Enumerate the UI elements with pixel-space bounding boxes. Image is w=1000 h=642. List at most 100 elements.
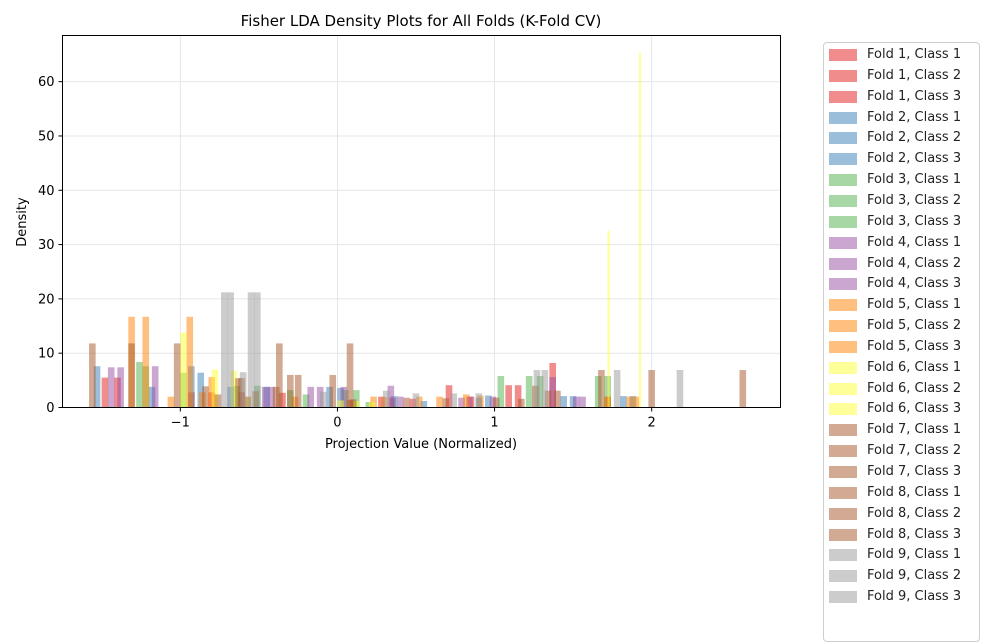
- histogram-bar: [197, 372, 205, 408]
- legend-swatch: [829, 466, 857, 478]
- legend-label: Fold 6, Class 2: [867, 380, 962, 396]
- legend-swatch: [829, 153, 857, 166]
- histogram-bar: [186, 316, 194, 408]
- x-tick-label: 2: [648, 416, 656, 431]
- histogram-bar: [497, 376, 505, 408]
- histogram-bar: [352, 390, 360, 408]
- legend-label: Fold 1, Class 1: [867, 47, 962, 62]
- histogram-bar: [167, 396, 175, 408]
- histogram-bar: [211, 369, 219, 408]
- histogram-bar: [475, 393, 483, 408]
- histogram-bar: [337, 400, 344, 408]
- x-axis: −1 0 1 2: [171, 407, 656, 431]
- histogram-bar: [525, 376, 533, 408]
- legend-label: Fold 4, Class 3: [867, 276, 962, 292]
- histogram-bar: [247, 292, 255, 408]
- histogram-bar: [484, 395, 492, 408]
- histogram-bar: [396, 396, 404, 408]
- legend-swatch: [829, 257, 857, 270]
- histogram-bar: [93, 366, 101, 408]
- legend-item: Fold 6, Class 1: [824, 360, 979, 378]
- legend-swatch: [829, 340, 857, 353]
- legend-label: Fold 2, Class 2: [867, 130, 962, 146]
- legend-swatch: [829, 278, 857, 291]
- legend-label: Fold 6, Class 1: [867, 359, 962, 375]
- grid-lines: [62, 35, 781, 408]
- legend-label: Fold 2, Class 1: [867, 109, 962, 125]
- legend-item: Fold 7, Class 3: [824, 464, 979, 482]
- legend-label: Fold 3, Class 2: [867, 192, 962, 208]
- legend-item: Fold 9, Class 1: [824, 547, 979, 565]
- histogram-bar: [151, 366, 159, 408]
- legend-label: Fold 5, Class 1: [867, 297, 962, 313]
- legend-swatch: [829, 320, 857, 333]
- histogram-bar: [445, 385, 453, 408]
- legend-swatch: [829, 570, 857, 583]
- legend-label: Fold 4, Class 2: [867, 255, 962, 271]
- histogram-bar: [505, 385, 512, 408]
- histogram-bar: [382, 390, 390, 408]
- chart-title: Fisher LDA Density Plots for All Folds (…: [241, 12, 602, 30]
- y-tick-label: 60: [38, 75, 55, 90]
- legend-label: Fold 7, Class 3: [867, 464, 962, 479]
- histogram-bar: [442, 398, 450, 408]
- y-axis: 0 10 20 30 40 50 60: [38, 75, 63, 416]
- histogram-bar: [739, 370, 747, 408]
- legend-item: Fold 8, Class 1: [824, 485, 979, 503]
- histogram-bar: [676, 370, 684, 408]
- legend-item: Fold 2, Class 2: [824, 130, 979, 148]
- y-tick-label: 0: [46, 401, 54, 416]
- histogram-bar: [329, 374, 337, 408]
- legend-label: Fold 8, Class 3: [867, 526, 962, 542]
- histogram-bar: [221, 292, 228, 408]
- legend-item: Fold 8, Class 3: [824, 527, 979, 545]
- legend-item: Fold 1, Class 1: [824, 47, 979, 65]
- histogram-bar: [648, 370, 655, 408]
- legend-swatch: [829, 49, 857, 61]
- legend-swatch: [829, 382, 857, 395]
- legend-item: Fold 3, Class 2: [824, 193, 979, 211]
- legend-item: Fold 4, Class 1: [824, 235, 979, 253]
- histogram-bar: [638, 52, 642, 408]
- y-tick-label: 40: [38, 184, 55, 199]
- legend-item: Fold 4, Class 3: [824, 276, 979, 294]
- y-tick-label: 10: [38, 347, 55, 362]
- legend-swatch: [829, 424, 857, 437]
- histogram-bar: [261, 386, 269, 408]
- legend-swatch: [829, 90, 857, 103]
- legend-label: Fold 7, Class 2: [867, 443, 962, 459]
- legend-item: Fold 7, Class 1: [824, 422, 979, 440]
- histogram-bar: [173, 343, 181, 408]
- histogram-bar: [412, 393, 420, 408]
- histogram-bar: [254, 292, 261, 408]
- legend-item: Fold 1, Class 2: [824, 68, 979, 86]
- legend-item: Fold 4, Class 2: [824, 256, 979, 274]
- legend-swatch: [829, 486, 857, 499]
- histogram-bar: [458, 397, 465, 408]
- histogram-bar: [276, 343, 283, 408]
- histogram-bar: [632, 396, 640, 408]
- histogram-bars: [89, 52, 747, 408]
- legend-swatch: [829, 507, 857, 520]
- legend-swatch: [829, 174, 857, 187]
- legend-label: Fold 9, Class 1: [867, 547, 962, 563]
- plot-frame: [62, 35, 781, 408]
- legend-swatch: [829, 403, 857, 416]
- histogram-bar: [620, 396, 627, 408]
- legend-label: Fold 3, Class 1: [867, 172, 962, 188]
- legend-swatch: [829, 132, 857, 145]
- chart-canvas: Fisher LDA Density Plots for All Folds (…: [15, 12, 781, 452]
- legend-swatch: [829, 111, 857, 124]
- legend-swatch: [829, 299, 857, 312]
- legend-swatch: [829, 215, 857, 228]
- y-tick-label: 30: [38, 238, 55, 253]
- legend-label: Fold 2, Class 3: [867, 151, 962, 167]
- histogram-bar: [368, 402, 376, 408]
- histogram-bar: [626, 396, 633, 408]
- legend-item: Fold 5, Class 1: [824, 297, 979, 315]
- x-axis-label: Projection Value (Normalized): [325, 437, 517, 452]
- legend-swatch: [829, 194, 857, 207]
- histogram-bar: [202, 386, 209, 408]
- legend-item: Fold 9, Class 3: [824, 589, 979, 607]
- legend-label: Fold 7, Class 1: [867, 422, 962, 438]
